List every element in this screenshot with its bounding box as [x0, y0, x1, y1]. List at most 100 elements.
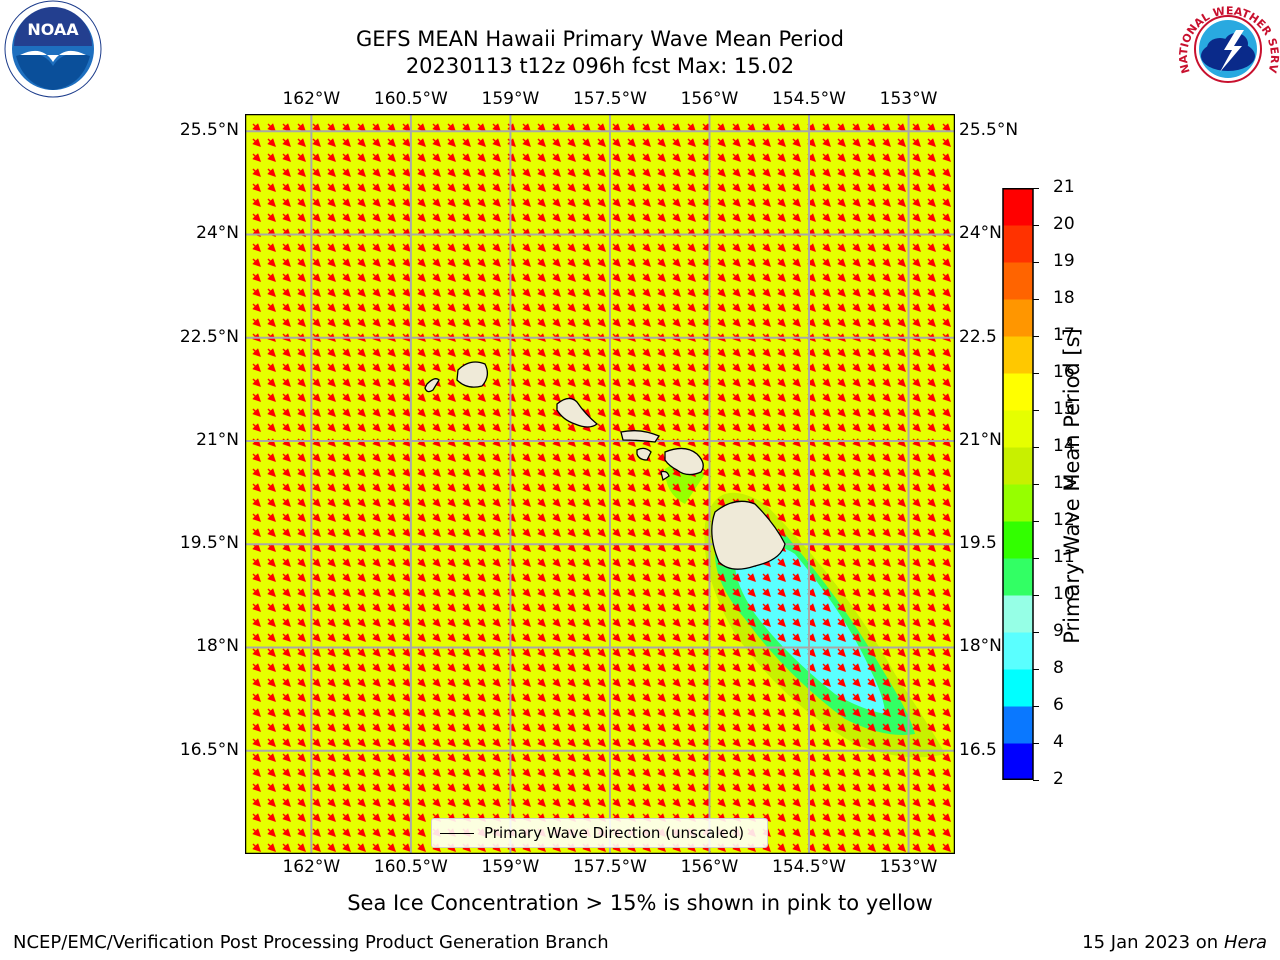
wave-direction-arrow [402, 288, 411, 297]
wave-direction-arrow [552, 153, 561, 162]
wave-direction-arrow [897, 183, 906, 192]
wave-direction-arrow [552, 243, 561, 252]
wave-direction-arrow [267, 138, 276, 147]
wave-direction-arrow [642, 213, 651, 222]
wave-direction-arrow [252, 138, 261, 147]
wave-direction-arrow [882, 198, 891, 207]
lat-tick-left: 16.5°N [179, 739, 239, 760]
colorbar-tick-label: 20 [1053, 214, 1075, 234]
wave-direction-arrow [777, 198, 786, 207]
wave-direction-arrow [657, 213, 666, 222]
wave-direction-arrow [432, 183, 441, 192]
wave-direction-arrow [672, 183, 681, 192]
noaa-logo: NOAA [4, 0, 102, 98]
wave-direction-arrow [822, 258, 831, 267]
footer-left: NCEP/EMC/Verification Post Processing Pr… [13, 932, 609, 953]
wave-direction-arrow [447, 183, 456, 192]
lat-tick-left: 24°N [196, 223, 239, 244]
wave-direction-arrow [672, 123, 681, 132]
wave-direction-arrow [642, 168, 651, 177]
wave-direction-arrow [897, 198, 906, 207]
wave-direction-arrow [942, 258, 951, 267]
wave-direction-arrow [717, 288, 726, 297]
wave-direction-arrow [897, 243, 906, 252]
wave-direction-arrow [882, 138, 891, 147]
colorbar-tick-label: 4 [1053, 732, 1064, 752]
wave-direction-arrow [492, 123, 501, 132]
wave-direction-arrow [852, 273, 861, 282]
wave-direction-arrow [297, 183, 306, 192]
wave-direction-arrow [492, 138, 501, 147]
wave-direction-arrow [252, 183, 261, 192]
wave-direction-arrow [417, 153, 426, 162]
wave-direction-arrow [597, 198, 606, 207]
wave-direction-arrow [312, 243, 321, 252]
wave-direction-arrow [942, 153, 951, 162]
wave-direction-arrow [567, 138, 576, 147]
wave-direction-arrow [372, 273, 381, 282]
wave-direction-arrow [612, 273, 621, 282]
colorbar-segment [1003, 410, 1033, 448]
wave-direction-arrow [792, 243, 801, 252]
wave-direction-arrow [327, 243, 336, 252]
wave-direction-arrow [492, 258, 501, 267]
wave-direction-arrow [447, 138, 456, 147]
wave-direction-arrow [657, 258, 666, 267]
wave-direction-arrow [912, 198, 921, 207]
colorbar-segment [1003, 484, 1033, 522]
wave-direction-arrow [897, 288, 906, 297]
lat-tick-right: 25.5°N [959, 120, 1019, 141]
wave-direction-arrow [597, 258, 606, 267]
lon-tick-top: 153°W [879, 89, 938, 109]
wave-direction-arrow [492, 183, 501, 192]
wave-direction-arrow [297, 258, 306, 267]
wave-direction-arrow [387, 288, 396, 297]
wave-direction-arrow [432, 288, 441, 297]
wave-direction-arrow [342, 213, 351, 222]
wave-direction-arrow [312, 138, 321, 147]
wave-direction-arrow [402, 198, 411, 207]
wave-direction-arrow [252, 198, 261, 207]
colorbar-tick-label: 18 [1053, 288, 1075, 308]
wave-direction-arrow [537, 288, 546, 297]
wave-direction-arrow [612, 288, 621, 297]
wave-direction-arrow [522, 123, 531, 132]
wave-direction-arrow [297, 288, 306, 297]
wave-direction-arrow [852, 153, 861, 162]
wave-direction-arrow [732, 273, 741, 282]
lon-tick-top: 154.5°W [772, 89, 846, 109]
wave-direction-arrow [852, 138, 861, 147]
wave-direction-arrow [672, 273, 681, 282]
wave-direction-arrow [657, 153, 666, 162]
wave-direction-arrow [372, 243, 381, 252]
wave-direction-arrow [402, 138, 411, 147]
footer-date: 15 Jan 2023 on [1082, 932, 1224, 953]
wave-direction-arrow [852, 123, 861, 132]
wave-direction-arrow [837, 138, 846, 147]
wave-direction-arrow [942, 288, 951, 297]
wave-direction-arrow [447, 123, 456, 132]
wave-direction-arrow [492, 213, 501, 222]
lon-tick-bottom: 159°W [481, 857, 540, 877]
wave-direction-arrow [612, 183, 621, 192]
wave-direction-arrow [822, 198, 831, 207]
wave-direction-arrow [717, 138, 726, 147]
wave-direction-arrow [912, 123, 921, 132]
wave-direction-arrow [867, 138, 876, 147]
wave-direction-arrow [672, 243, 681, 252]
colorbar-tick-label: 2 [1053, 769, 1064, 789]
wave-direction-arrow [372, 168, 381, 177]
wave-direction-arrow [312, 303, 321, 312]
colorbar-segment [1003, 706, 1033, 744]
wave-direction-arrow [897, 273, 906, 282]
wave-direction-arrow [327, 303, 336, 312]
wave-direction-arrow [627, 138, 636, 147]
wave-direction-arrow [672, 213, 681, 222]
wave-direction-arrow [477, 258, 486, 267]
wave-direction-arrow [402, 168, 411, 177]
legend-label: Primary Wave Direction (unscaled) [484, 824, 745, 842]
wave-direction-arrow [792, 258, 801, 267]
nws-logo: NATIONAL WEATHER SERVICE [1176, 0, 1280, 96]
colorbar-segment [1003, 558, 1033, 596]
wave-direction-arrow [282, 168, 291, 177]
